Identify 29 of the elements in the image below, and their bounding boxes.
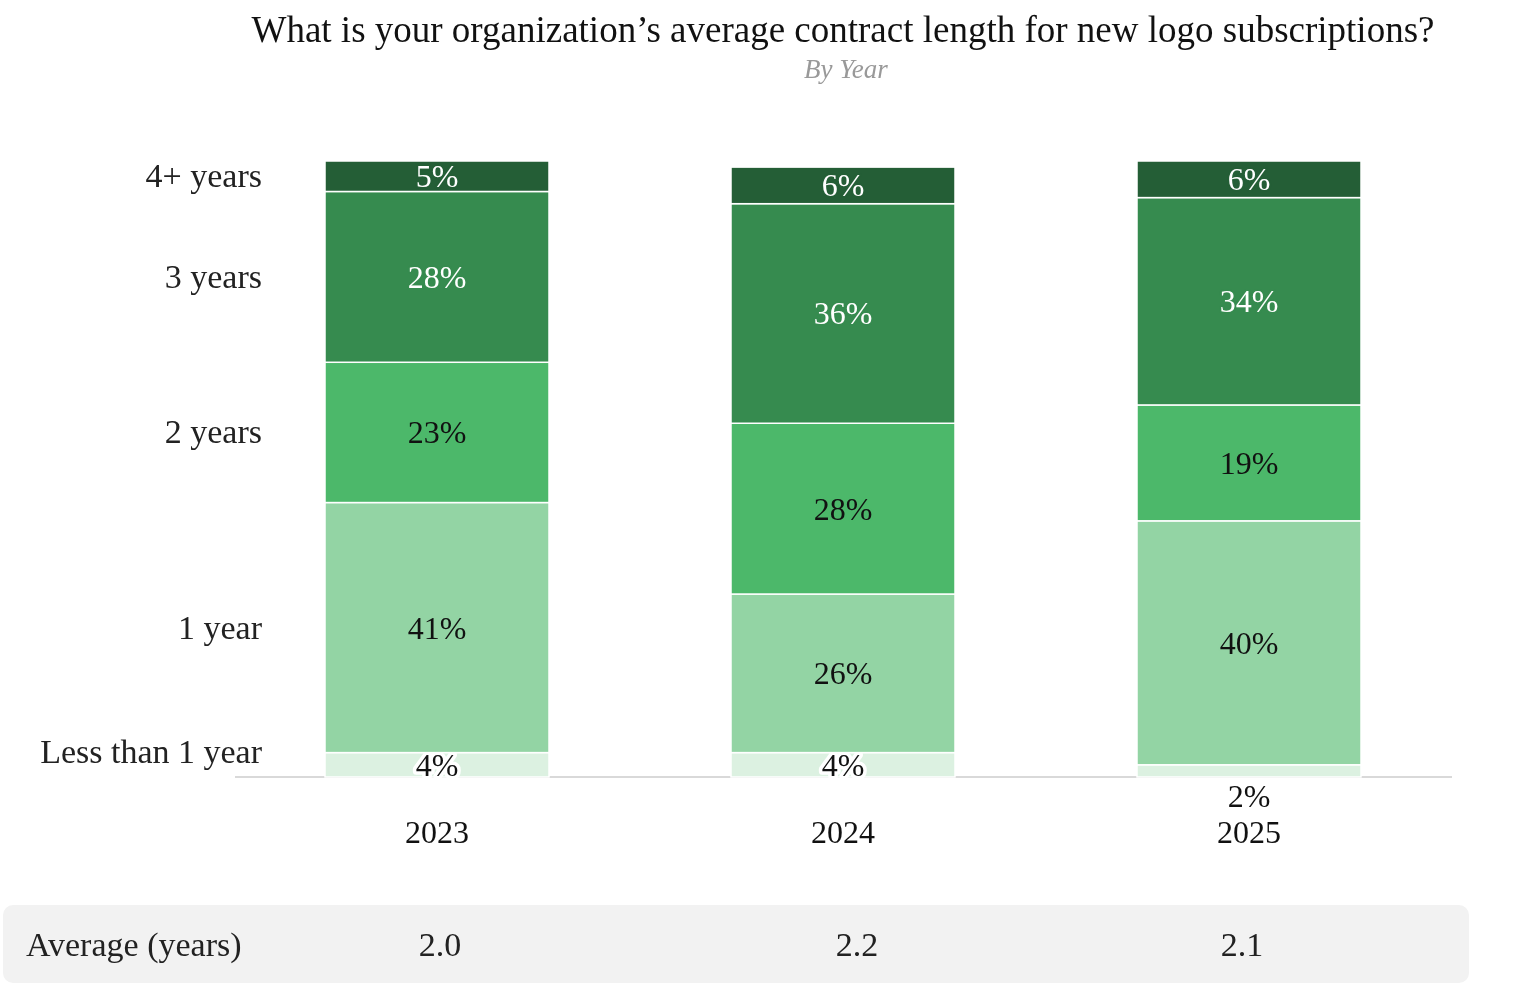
series-label: 4+ years xyxy=(145,157,262,195)
data-label: 40% xyxy=(1219,624,1279,661)
data-label: 36% xyxy=(813,295,873,332)
text: 2.1 xyxy=(1220,926,1264,963)
data-label: 28% xyxy=(407,258,467,295)
x-tick-label: 2023 xyxy=(405,814,469,850)
data-label: 6% xyxy=(1227,161,1271,198)
data-label: 6% xyxy=(821,167,865,204)
series-label: 2 years xyxy=(164,413,262,451)
x-tick-label: 2024 xyxy=(811,814,875,850)
text: 2.0 xyxy=(418,926,462,963)
series-label: Less than 1 year xyxy=(40,733,263,770)
data-label: 28% xyxy=(813,490,873,527)
data-label: 19% xyxy=(1219,444,1279,481)
data-label: 26% xyxy=(813,655,873,692)
text: 2.2 xyxy=(835,926,879,963)
data-label: 41% xyxy=(407,609,467,646)
text: Average (years) xyxy=(26,926,242,964)
chart-title: What is your organization’s average contract length for new logo subscriptions? xyxy=(251,9,1435,50)
data-label: 4% xyxy=(821,746,865,783)
series-label: 1 year xyxy=(177,608,263,646)
data-label: 5% xyxy=(415,158,459,195)
chart-subtitle: By Year xyxy=(804,54,889,84)
x-tick-label: 2025 xyxy=(1217,814,1281,850)
data-label: 2% xyxy=(1227,778,1271,814)
data-label: 23% xyxy=(407,414,467,451)
data-label: 4% xyxy=(415,746,459,783)
data-label: 34% xyxy=(1219,283,1279,320)
series-label: 3 years xyxy=(164,257,262,295)
